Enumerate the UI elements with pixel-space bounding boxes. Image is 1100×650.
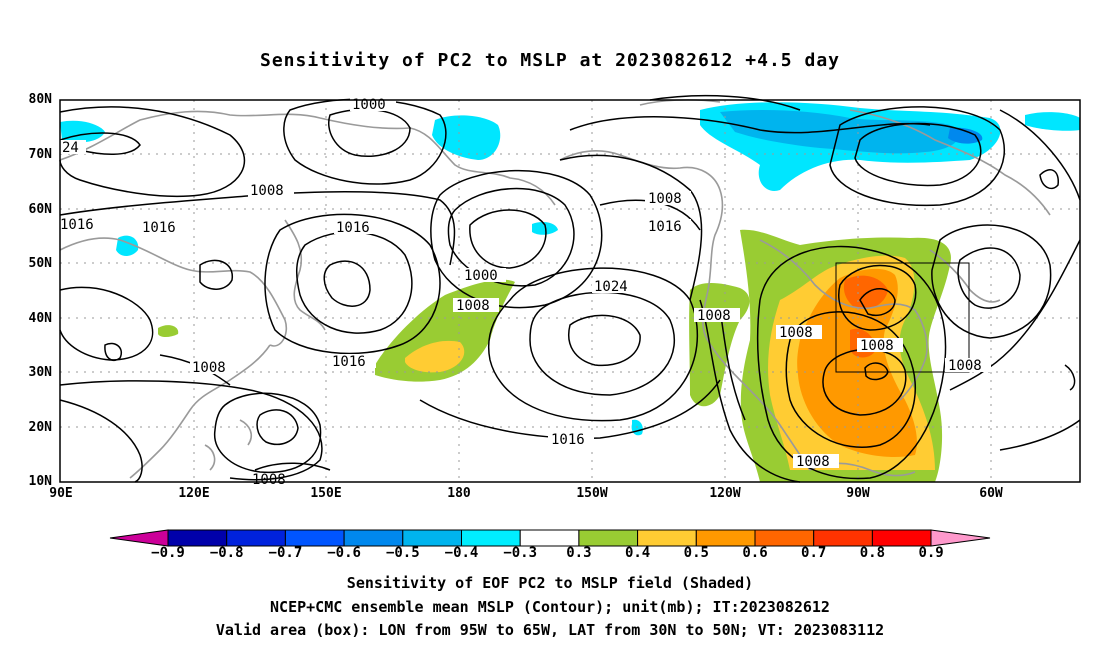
contour-label: 1008 xyxy=(250,183,284,199)
mslp-contours xyxy=(59,94,1081,483)
lon-label: 120E xyxy=(178,486,210,501)
colorbar-swatch xyxy=(402,529,462,547)
contour-label: 1008 xyxy=(697,308,731,324)
colorbar-swatch xyxy=(871,529,932,547)
pos-region-pacific-core xyxy=(405,340,465,373)
lon-label: 120W xyxy=(709,486,741,501)
lat-label: 30N xyxy=(28,365,52,380)
colorbar-tick-label: 0.6 xyxy=(742,545,768,561)
colorbar-swatch xyxy=(167,529,228,547)
lat-label: 10N xyxy=(28,474,52,489)
colorbar-swatch xyxy=(695,529,756,547)
colorbar-tick-label: −0.6 xyxy=(327,545,361,561)
lon-label: 180 xyxy=(447,486,471,501)
colorbar-tick-label: −0.8 xyxy=(209,545,244,561)
neg-region-arctic-deep xyxy=(948,127,983,144)
lat-label: 60N xyxy=(28,202,52,217)
contour-label: 1000 xyxy=(464,268,498,284)
contour-label: 1008 xyxy=(252,472,286,488)
caption-line-2: NCEP+CMC ensemble mean MSLP (Contour); u… xyxy=(270,598,830,616)
colorbar-swatch xyxy=(226,529,286,547)
contour-label: 1000 xyxy=(352,97,386,113)
colorbar-swatch xyxy=(578,529,639,547)
contour-label: 1008 xyxy=(948,358,982,374)
contour-label: 1008 xyxy=(456,298,490,314)
contour-label: 1008 xyxy=(796,454,830,470)
colorbar-tick-label: 0.4 xyxy=(624,545,651,561)
colorbar-swatch xyxy=(637,529,697,547)
lat-label: 50N xyxy=(28,256,52,271)
neg-region-bering xyxy=(432,115,501,160)
contour-label: 1016 xyxy=(60,217,94,233)
pos-region-red xyxy=(843,275,888,310)
map-frame xyxy=(59,99,1081,483)
colorbar-tick-label: 0.3 xyxy=(566,545,592,561)
colorbar-tick-label: −0.7 xyxy=(268,545,303,561)
colorbar-tick-label: 0.5 xyxy=(683,545,709,561)
contour-label: 1016 xyxy=(142,220,176,236)
contour-label: 1016 xyxy=(332,354,366,370)
lon-label: 90W xyxy=(846,486,870,501)
colorbar xyxy=(109,529,991,547)
colorbar-tick-label: 0.9 xyxy=(918,545,944,561)
contour-label: 1016 xyxy=(648,219,682,235)
colorbar-tick-label: 0.7 xyxy=(801,545,827,561)
lat-label: 70N xyxy=(28,147,52,162)
pos-region-small-w xyxy=(158,325,179,337)
colorbar-low-tip xyxy=(109,529,169,547)
lat-label: 20N xyxy=(28,420,52,435)
contour-label: 1016 xyxy=(336,220,370,236)
caption-line-3: Valid area (box): LON from 95W to 65W, L… xyxy=(215,621,885,639)
contour-label: 1008 xyxy=(779,325,813,341)
colorbar-swatch xyxy=(461,529,521,547)
lat-label: 40N xyxy=(28,311,52,326)
contour-label: 1024 xyxy=(594,279,628,295)
lon-label: 60W xyxy=(979,486,1003,501)
caption-line-1: Sensitivity of EOF PC2 to MSLP field (Sh… xyxy=(346,574,754,592)
colorbar-swatch xyxy=(519,529,580,547)
contour-label: 1008 xyxy=(648,191,682,207)
colorbar-swatch xyxy=(754,529,815,547)
colorbar-tick-label: 0.8 xyxy=(859,545,886,561)
neg-region-ne xyxy=(1025,112,1080,131)
lon-label: 90E xyxy=(49,486,73,501)
contour-label: 1008 xyxy=(192,360,226,376)
contour-label-layer: 1000 1000 1008 1008 1008 1008 1008 1008 … xyxy=(60,97,991,488)
colorbar-swatch xyxy=(284,529,345,547)
colorbar-high-tip xyxy=(930,529,991,547)
colorbar-swatch xyxy=(343,529,404,547)
contour-label: 24 xyxy=(62,140,79,156)
pos-region-orange xyxy=(797,268,917,457)
colorbar-tick-label: −0.4 xyxy=(444,545,479,561)
contour-label: 1016 xyxy=(551,432,585,448)
neg-region-arctic-core xyxy=(720,110,960,154)
shading-layer xyxy=(60,102,1080,482)
valid-area-box xyxy=(835,262,970,373)
colorbar-tick-label: −0.9 xyxy=(151,545,185,561)
lat-label: 80N xyxy=(28,92,52,107)
lon-label: 150E xyxy=(310,486,342,501)
colorbar-swatch xyxy=(813,529,873,547)
colorbar-tick-label: −0.3 xyxy=(503,545,538,561)
map-title: Sensitivity of PC2 to MSLP at 2023082612… xyxy=(259,50,840,71)
colorbar-tick-label: −0.5 xyxy=(385,545,420,561)
pos-region-west-coast xyxy=(689,283,750,407)
contour-label: 1008 xyxy=(860,338,894,354)
lon-label: 150W xyxy=(576,486,608,501)
